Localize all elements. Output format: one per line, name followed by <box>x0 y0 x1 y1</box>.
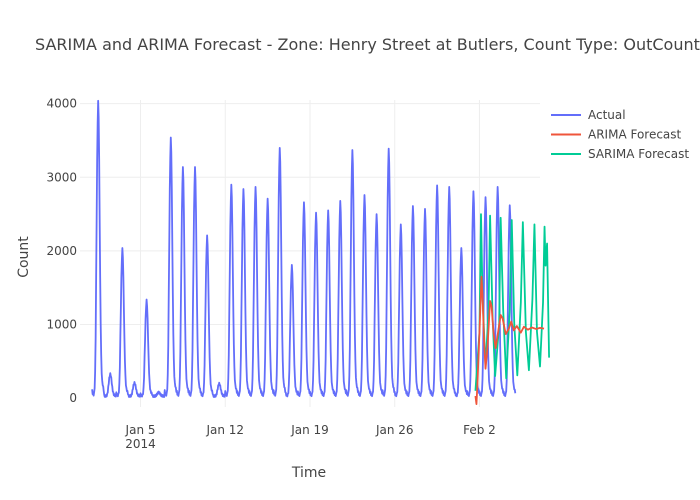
y-tick-label: 4000 <box>46 97 77 111</box>
legend-item-label[interactable]: Actual <box>588 108 626 122</box>
y-tick-label: 2000 <box>46 244 77 258</box>
x-tick-label: Feb 2 <box>463 423 496 437</box>
y-tick-label: 1000 <box>46 318 77 332</box>
chart-title: SARIMA and ARIMA Forecast - Zone: Henry … <box>35 35 700 54</box>
series-arima-forecast-line <box>474 275 545 405</box>
plot-area <box>80 99 550 407</box>
y-axis: 0 1000 2000 3000 4000 <box>46 97 77 405</box>
y-tick-label: 0 <box>69 391 77 405</box>
x-tick-label: Jan 5 <box>125 423 156 437</box>
x-axis-title: Time <box>291 465 326 481</box>
x-tick-label: Jan 12 <box>205 423 244 437</box>
legend-item-label[interactable]: ARIMA Forecast <box>588 128 682 142</box>
series-sarima-forecast-line <box>474 213 550 391</box>
series-actual-line <box>91 99 517 398</box>
legend[interactable]: Actual ARIMA Forecast SARIMA Forecast <box>551 108 689 161</box>
x-tick-sublabel: 2014 <box>125 437 156 451</box>
y-axis-title: Count <box>16 236 32 278</box>
x-tick-label: Jan 26 <box>375 423 414 437</box>
y-tick-label: 3000 <box>46 170 77 184</box>
legend-item-label[interactable]: SARIMA Forecast <box>588 147 689 161</box>
series-layer <box>91 99 550 405</box>
x-tick-label: Jan 19 <box>290 423 329 437</box>
gridlines <box>80 100 540 407</box>
